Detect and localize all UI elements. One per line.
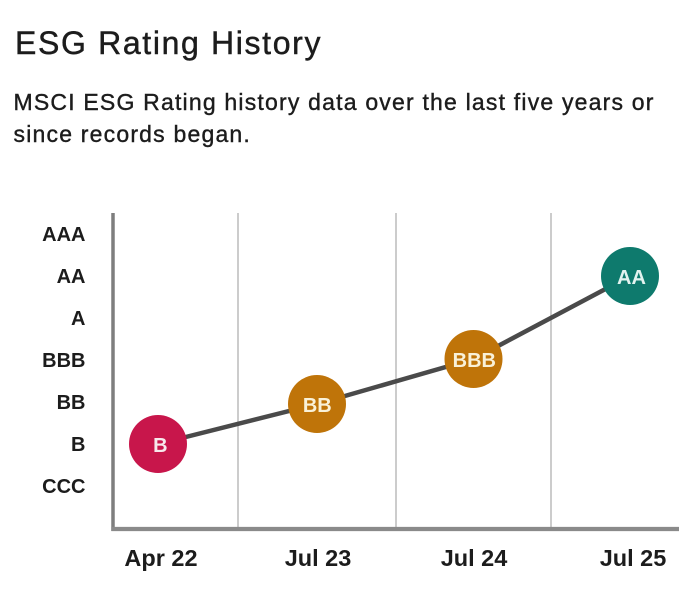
svg-text:Apr 22: Apr 22 [124,545,197,571]
svg-text:AA: AA [617,267,646,289]
svg-text:A: A [71,308,85,330]
svg-text:BBB: BBB [453,350,496,372]
svg-text:Jul 23: Jul 23 [285,545,352,571]
svg-text:AA: AA [57,266,86,288]
svg-text:AAA: AAA [42,224,85,246]
svg-text:B: B [153,435,167,457]
svg-text:BBB: BBB [42,350,85,372]
svg-text:CCC: CCC [42,476,85,498]
svg-text:B: B [71,434,85,456]
svg-text:Jul 24: Jul 24 [441,545,508,571]
svg-text:Jul 25: Jul 25 [600,545,667,571]
svg-text:BB: BB [303,395,332,417]
svg-text:BB: BB [57,392,86,414]
